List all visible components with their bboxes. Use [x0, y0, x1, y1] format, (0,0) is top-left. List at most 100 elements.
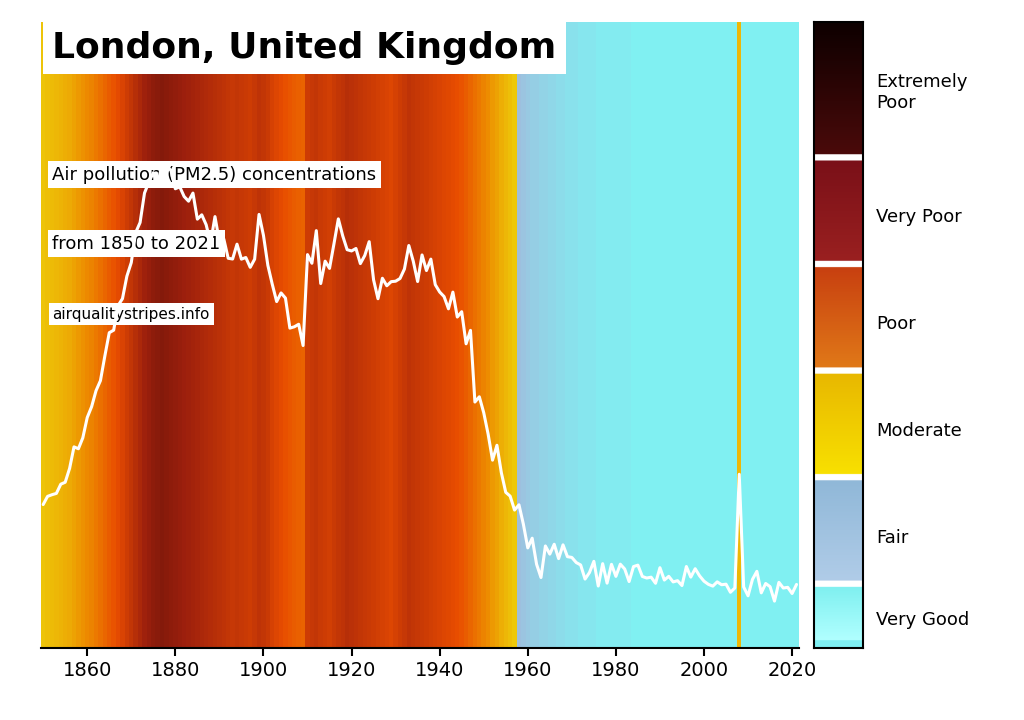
Bar — [169, 22, 173, 648]
Bar — [693, 22, 697, 648]
Bar — [600, 22, 605, 648]
Bar — [468, 22, 473, 648]
Bar — [328, 22, 332, 648]
Bar — [574, 22, 579, 648]
Bar — [133, 22, 138, 648]
Bar — [707, 22, 711, 648]
Bar — [230, 22, 234, 648]
Bar — [142, 22, 146, 648]
Bar — [301, 22, 305, 648]
Bar — [486, 22, 490, 648]
Bar — [265, 22, 270, 648]
Bar — [701, 22, 707, 648]
Text: Fair: Fair — [876, 528, 908, 546]
Bar — [512, 22, 517, 648]
Bar — [680, 22, 684, 648]
Bar — [737, 22, 741, 648]
Bar — [728, 22, 732, 648]
Bar — [433, 22, 437, 648]
Bar — [477, 22, 481, 648]
Bar — [177, 22, 182, 648]
Text: Poor: Poor — [876, 315, 915, 333]
Bar — [353, 22, 358, 648]
Bar — [530, 22, 535, 648]
Bar — [437, 22, 442, 648]
Bar — [112, 22, 116, 648]
Bar — [288, 22, 292, 648]
Bar — [676, 22, 680, 648]
Bar — [667, 22, 671, 648]
Bar — [341, 22, 345, 648]
Bar — [565, 22, 569, 648]
Bar — [420, 22, 424, 648]
Bar — [429, 22, 433, 648]
Bar — [393, 22, 398, 648]
Bar — [138, 22, 142, 648]
Bar — [81, 22, 85, 648]
Bar — [244, 22, 248, 648]
Bar — [640, 22, 644, 648]
Bar — [54, 22, 58, 648]
Bar — [627, 22, 632, 648]
Bar — [751, 22, 755, 648]
Bar — [508, 22, 512, 648]
Bar — [62, 22, 68, 648]
Bar — [623, 22, 627, 648]
Bar — [252, 22, 257, 648]
Bar — [556, 22, 561, 648]
Bar — [776, 22, 781, 648]
Bar — [240, 22, 244, 648]
Bar — [200, 22, 204, 648]
Bar — [441, 22, 446, 648]
Bar — [684, 22, 688, 648]
Bar — [274, 22, 279, 648]
Bar — [618, 22, 623, 648]
Bar — [561, 22, 565, 648]
Bar — [657, 22, 663, 648]
Bar — [764, 22, 768, 648]
Bar — [173, 22, 177, 648]
Text: Extremely
Poor: Extremely Poor — [876, 73, 968, 112]
Bar — [644, 22, 649, 648]
Bar — [543, 22, 548, 648]
Bar — [385, 22, 389, 648]
Bar — [41, 22, 45, 648]
Bar — [309, 22, 314, 648]
Bar — [94, 22, 98, 648]
Bar — [517, 22, 521, 648]
Bar — [490, 22, 495, 648]
Bar — [376, 22, 380, 648]
Bar — [89, 22, 94, 648]
Bar — [724, 22, 728, 648]
Bar — [156, 22, 160, 648]
Bar — [495, 22, 499, 648]
Bar — [446, 22, 451, 648]
Bar — [402, 22, 407, 648]
Bar — [270, 22, 274, 648]
Bar — [548, 22, 552, 648]
Bar — [785, 22, 790, 648]
Bar — [525, 22, 530, 648]
Bar — [579, 22, 583, 648]
Bar — [164, 22, 169, 648]
Bar — [460, 22, 464, 648]
Bar — [204, 22, 209, 648]
Bar — [671, 22, 676, 648]
Bar — [279, 22, 284, 648]
Bar — [451, 22, 455, 648]
Bar — [120, 22, 125, 648]
Text: London, United Kingdom: London, United Kingdom — [52, 31, 557, 65]
Bar — [521, 22, 525, 648]
Bar — [720, 22, 724, 648]
Bar — [416, 22, 420, 648]
Bar — [609, 22, 613, 648]
Bar — [473, 22, 477, 648]
Bar — [76, 22, 81, 648]
Bar — [455, 22, 460, 648]
Bar — [631, 22, 636, 648]
Bar — [539, 22, 543, 648]
Bar — [58, 22, 63, 648]
Text: Very Good: Very Good — [876, 611, 969, 629]
Bar — [125, 22, 129, 648]
Bar — [68, 22, 72, 648]
